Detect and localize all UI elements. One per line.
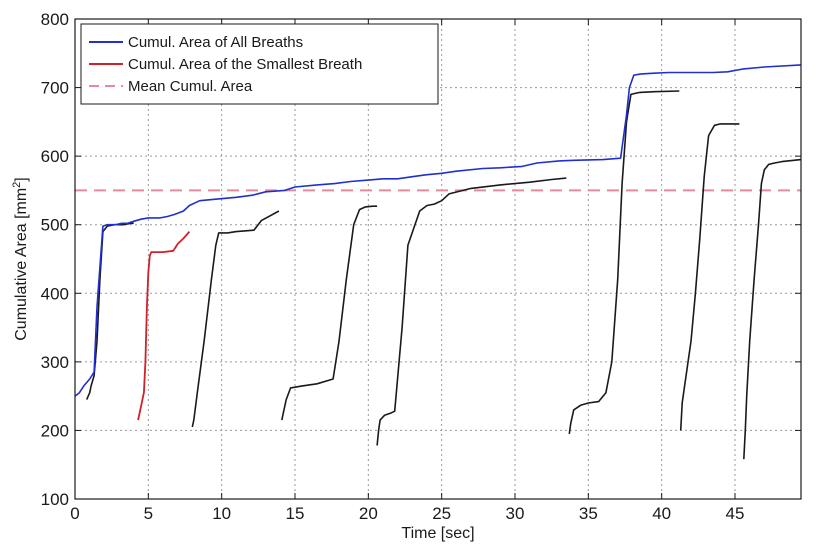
y-tick-label: 400 bbox=[41, 284, 69, 303]
legend-label-mean-area: Mean Cumul. Area bbox=[128, 78, 253, 95]
y-tick-label: 800 bbox=[41, 10, 69, 29]
smallest-breath-curve bbox=[137, 231, 191, 421]
y-axis-title-close: ] bbox=[13, 177, 30, 181]
x-tick-label: 35 bbox=[579, 504, 598, 523]
plot-frame bbox=[74, 18, 802, 500]
x-tick-label: 40 bbox=[652, 504, 671, 523]
y-tick-label: 600 bbox=[41, 147, 69, 166]
x-tick-label: 20 bbox=[359, 504, 378, 523]
x-tick-label: 45 bbox=[726, 504, 745, 523]
legend-label-all-breaths: Cumul. Area of All Breaths bbox=[128, 34, 303, 51]
breath-curve bbox=[679, 123, 740, 431]
legend-box bbox=[80, 23, 439, 105]
y-axis-title-main: Cumulative Area [mm bbox=[13, 188, 30, 341]
x-tick-label: 25 bbox=[432, 504, 451, 523]
y-tick-label: 500 bbox=[41, 216, 69, 235]
series-layer bbox=[74, 64, 802, 460]
x-axis-title: Time [sec] bbox=[401, 525, 474, 542]
y-tick-label: 300 bbox=[41, 353, 69, 372]
x-tick-label: 5 bbox=[144, 504, 153, 523]
breath-curve bbox=[191, 210, 280, 428]
all-breaths-curve bbox=[74, 64, 802, 397]
y-tick-label: 200 bbox=[41, 421, 69, 440]
legend-label-smallest-breath: Cumul. Area of the Smallest Breath bbox=[128, 56, 362, 73]
breath-curve bbox=[568, 90, 680, 435]
y-axis-title: Cumulative Area [mm2] bbox=[11, 177, 30, 341]
x-tick-label: 15 bbox=[286, 504, 305, 523]
breath-curve bbox=[376, 177, 567, 446]
x-tick-label: 30 bbox=[506, 504, 525, 523]
y-axis-title-superscript: 2 bbox=[11, 182, 23, 188]
x-tick-label: 10 bbox=[212, 504, 231, 523]
y-tick-label: 100 bbox=[41, 490, 69, 509]
tick-layer: 0 5 10 15 20 25 30 35 40 45 100 200 300 400 500 600 700 8… bbox=[41, 10, 801, 523]
legend: Cumul. Area of All Breaths Cumul. Area o… bbox=[80, 23, 439, 105]
x-tick-label: 0 bbox=[70, 504, 79, 523]
y-tick-label: 700 bbox=[41, 79, 69, 98]
breath-curve bbox=[743, 158, 802, 460]
breath-curve bbox=[281, 205, 378, 421]
